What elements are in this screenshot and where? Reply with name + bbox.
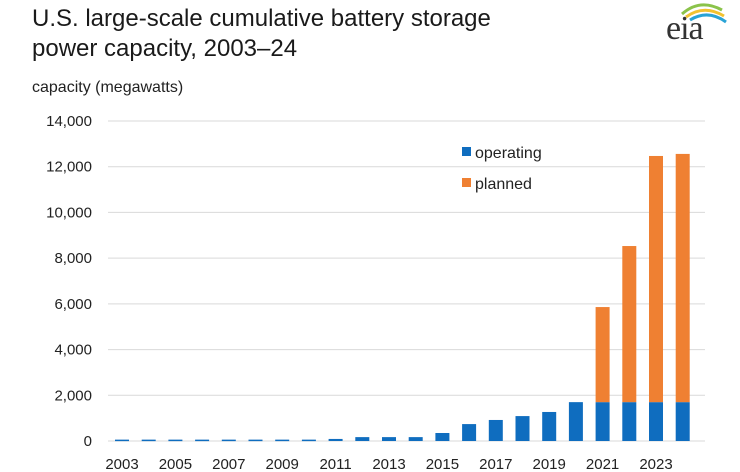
bar-operating-2021 — [595, 402, 610, 441]
bar-planned-2021 — [595, 307, 610, 403]
eia-logo-text: eia — [666, 10, 704, 47]
bar-operating-2011 — [328, 438, 343, 441]
y-axis-unit-label: capacity (megawatts) — [32, 79, 184, 96]
x-tick-label: 2003 — [105, 456, 138, 472]
x-axis-ticks: 2003 2005 2007 2009 2011 2013 2015 2017 2019 2021… — [105, 456, 672, 472]
bar-operating-2020 — [568, 402, 583, 441]
bar-planned-2024 — [675, 153, 690, 403]
bar-operating-2013 — [382, 437, 396, 441]
x-tick-label: 2007 — [212, 456, 245, 472]
x-tick-label: 2019 — [533, 456, 566, 472]
x-tick-label: 2011 — [319, 456, 351, 472]
bar-operating-2017 — [488, 419, 503, 441]
legend: operating planned — [462, 145, 542, 193]
eia-logo: eia — [660, 0, 730, 48]
bar-operating-2018 — [515, 416, 530, 441]
bars — [115, 153, 690, 442]
x-tick-label: 2015 — [426, 456, 459, 472]
y-tick-label: 2,000 — [54, 387, 92, 404]
legend-swatch-operating — [462, 147, 471, 156]
x-tick-label: 2017 — [479, 456, 512, 472]
chart-title-line-2: power capacity, 2003–24 — [32, 35, 298, 62]
legend-label-planned: planned — [475, 176, 532, 193]
bar-operating-2014 — [408, 437, 423, 441]
y-tick-label: 10,000 — [46, 204, 92, 221]
y-tick-label: 12,000 — [46, 159, 92, 176]
x-tick-label: 2009 — [266, 456, 299, 472]
bar-operating-2004 — [141, 439, 156, 442]
y-tick-label: 4,000 — [54, 342, 92, 359]
bar-operating-2005 — [168, 439, 183, 442]
bar-operating-2016 — [462, 424, 477, 441]
bar-operating-2003 — [115, 439, 129, 442]
gridlines — [108, 120, 705, 442]
y-tick-label: 0 — [84, 433, 92, 450]
bar-operating-2009 — [275, 439, 290, 442]
y-axis-ticks: 0 2,000 4,000 6,000 8,000 10,000 12,000 14,000 — [46, 113, 92, 450]
bar-operating-2010 — [301, 439, 316, 442]
bar-operating-2008 — [248, 439, 263, 442]
bar-operating-2006 — [195, 439, 210, 442]
legend-label-operating: operating — [475, 145, 542, 162]
bar-operating-2012 — [355, 437, 370, 441]
x-tick-label: 2021 — [586, 456, 619, 472]
eia-logo-swoosh-icon — [681, 3, 727, 24]
y-tick-label: 14,000 — [46, 113, 92, 130]
bar-operating-2007 — [221, 439, 236, 442]
chart-title: U.S. large-scale cumulative battery stor… — [32, 4, 592, 64]
x-tick-label: 2005 — [159, 456, 192, 472]
bar-planned-2023 — [649, 155, 663, 403]
x-tick-label: 2013 — [372, 456, 405, 472]
bar-operating-2022 — [622, 402, 637, 441]
bar-operating-2023 — [649, 402, 663, 441]
bar-operating-2024 — [675, 402, 690, 441]
y-tick-label: 8,000 — [54, 250, 92, 267]
bar-operating-2015 — [435, 433, 450, 441]
y-tick-label: 6,000 — [54, 296, 92, 313]
legend-swatch-planned — [462, 178, 471, 187]
chart-title-line-1: U.S. large-scale cumulative battery stor… — [32, 5, 491, 32]
bar-planned-2022 — [622, 246, 637, 403]
x-tick-label: 2023 — [639, 456, 672, 472]
bar-operating-2019 — [542, 411, 557, 441]
